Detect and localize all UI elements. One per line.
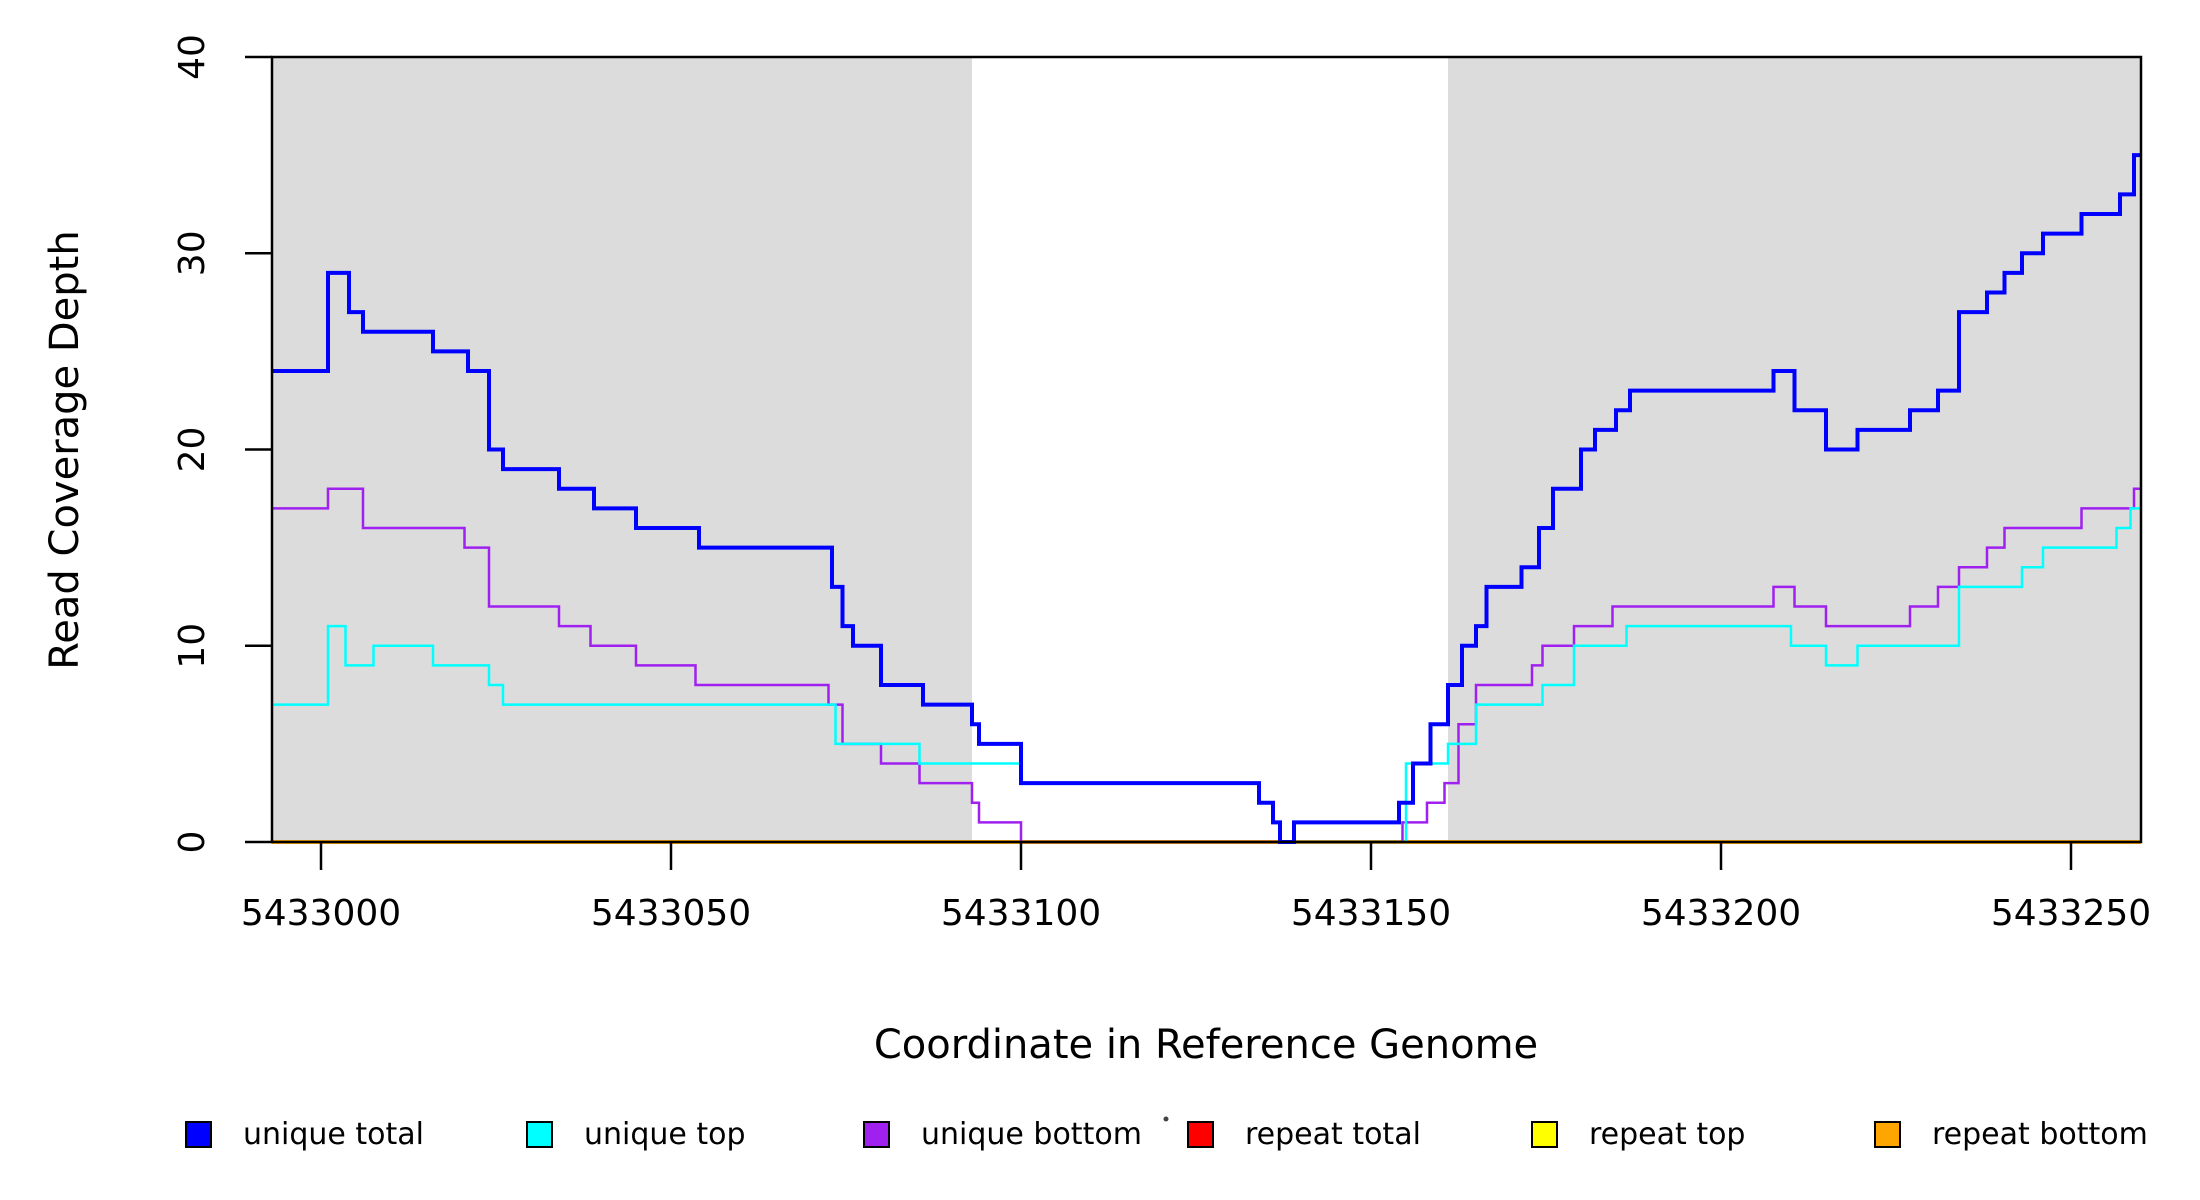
y-tick-label: 10 <box>172 623 213 669</box>
y-axis-title: Read Coverage Depth <box>42 230 88 669</box>
stray-dot-artifact <box>1163 1116 1169 1122</box>
x-tick-label: 5433250 <box>1991 893 2151 934</box>
legend-label-repeat-bottom: repeat bottom <box>1932 1117 2148 1152</box>
legend-label-unique-total: unique total <box>243 1117 424 1152</box>
series-line-unique-bottom <box>272 487 2141 844</box>
stray-dot <box>1163 1116 1169 1122</box>
y-tick-label: 30 <box>172 230 213 276</box>
x-axis-title: Coordinate in Reference Genome <box>874 1022 1538 1068</box>
repeat-region-shading <box>272 57 2141 842</box>
series-line-unique-total <box>272 153 2141 844</box>
x-tick-label: 5433000 <box>241 893 401 934</box>
legend-swatch-unique-bottom <box>863 1121 890 1148</box>
legend-label-repeat-top: repeat top <box>1589 1117 1745 1152</box>
axis-tick-labels: 5433000 5433050 5433100 5433150 5433200 54332… <box>172 34 2151 934</box>
chart-legend: unique total unique top unique bottom repea… <box>185 1117 2148 1152</box>
legend-label-unique-top: unique top <box>584 1117 746 1152</box>
x-tick-label: 5433150 <box>1291 893 1451 934</box>
x-tick-label: 5433100 <box>941 893 1101 934</box>
shaded-repeat-region <box>272 57 972 842</box>
legend-swatch-unique-top <box>526 1121 553 1148</box>
y-tick-label: 0 <box>172 831 213 854</box>
legend-swatch-repeat-top <box>1531 1121 1558 1148</box>
y-tick-label: 40 <box>172 34 213 80</box>
legend-swatch-repeat-total <box>1187 1121 1214 1148</box>
shaded-repeat-region <box>1448 57 2141 842</box>
legend-swatch-repeat-bottom <box>1874 1121 1901 1148</box>
legend-label-repeat-total: repeat total <box>1245 1117 1421 1152</box>
x-tick-label: 5433200 <box>1641 893 1801 934</box>
axis-ticks <box>245 55 2073 870</box>
legend-label-unique-bottom: unique bottom <box>921 1117 1142 1152</box>
legend-swatch-unique-total <box>185 1121 212 1148</box>
y-tick-label: 20 <box>172 427 213 473</box>
x-tick-label: 5433050 <box>591 893 751 934</box>
